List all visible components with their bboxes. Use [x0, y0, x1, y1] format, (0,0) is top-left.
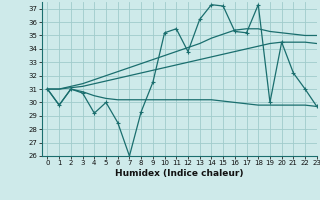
X-axis label: Humidex (Indice chaleur): Humidex (Indice chaleur)	[115, 169, 244, 178]
